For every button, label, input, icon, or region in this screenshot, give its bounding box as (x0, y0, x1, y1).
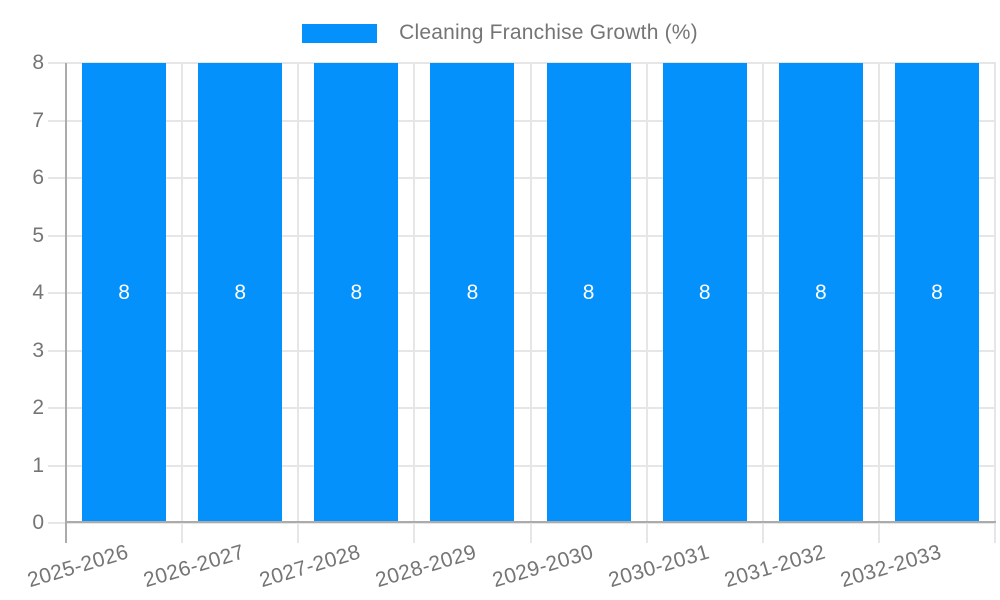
y-gridline (48, 522, 996, 524)
legend-label: Cleaning Franchise Growth (%) (399, 21, 698, 44)
x-axis-tick-label: 2027-2028 (257, 540, 364, 593)
y-gridline (48, 62, 996, 64)
y-axis-tick-label: 5 (32, 223, 44, 247)
x-axis-tick-label: 2028-2029 (373, 540, 480, 593)
bar (546, 63, 631, 523)
bar-value-label: 8 (582, 281, 595, 304)
y-axis-tick-label: 8 (32, 51, 44, 74)
y-axis-tick-label: 0 (32, 511, 44, 534)
y-axis-tick-label: 7 (32, 108, 44, 132)
x-axis-tick-label: 2031-2032 (721, 540, 828, 593)
y-gridline (48, 177, 996, 179)
x-gridline (529, 63, 532, 543)
bar-value-label: 8 (814, 281, 827, 304)
y-axis-line (65, 63, 67, 543)
y-gridline (48, 119, 996, 122)
x-gridline (994, 63, 996, 543)
x-gridline (877, 63, 880, 543)
y-gridline (48, 234, 996, 237)
x-gridline (297, 63, 300, 543)
y-gridline (48, 407, 996, 409)
x-axis-tick-label: 2032-2033 (837, 540, 945, 593)
y-gridline (48, 292, 996, 294)
bar (314, 63, 399, 523)
x-gridline (645, 63, 648, 543)
bar (198, 63, 283, 523)
y-axis-tick-label: 2 (32, 396, 44, 419)
x-gridline (181, 63, 184, 543)
bar-value-label: 8 (466, 281, 479, 304)
bar-value-label: 8 (118, 281, 130, 304)
x-axis-line (65, 521, 996, 523)
bar (778, 63, 863, 523)
y-axis-tick-label: 6 (32, 166, 44, 189)
bar (430, 63, 515, 523)
x-axis-tick-label: 2030-2031 (605, 540, 712, 593)
x-axis-tick-label: 2026-2027 (141, 540, 248, 593)
bar-value-label: 8 (698, 281, 711, 304)
y-gridline (48, 349, 996, 352)
bar (662, 63, 747, 523)
bar (894, 63, 979, 523)
y-axis-tick-label: 3 (32, 338, 44, 362)
legend-swatch (302, 23, 378, 43)
y-axis-tick-label: 1 (32, 453, 44, 477)
y-axis-tick-label: 4 (32, 281, 44, 304)
x-axis-tick-label: 2025-2026 (24, 540, 132, 593)
legend: Cleaning Franchise Growth (%) (0, 21, 1000, 45)
bar-value-label: 8 (234, 281, 247, 304)
x-gridline (413, 63, 416, 543)
bar (82, 63, 167, 523)
x-gridline (761, 63, 764, 543)
bar-value-label: 8 (931, 281, 943, 304)
y-gridline (48, 464, 996, 467)
bar-value-label: 8 (350, 281, 363, 304)
x-axis-tick-label: 2029-2030 (489, 540, 596, 593)
